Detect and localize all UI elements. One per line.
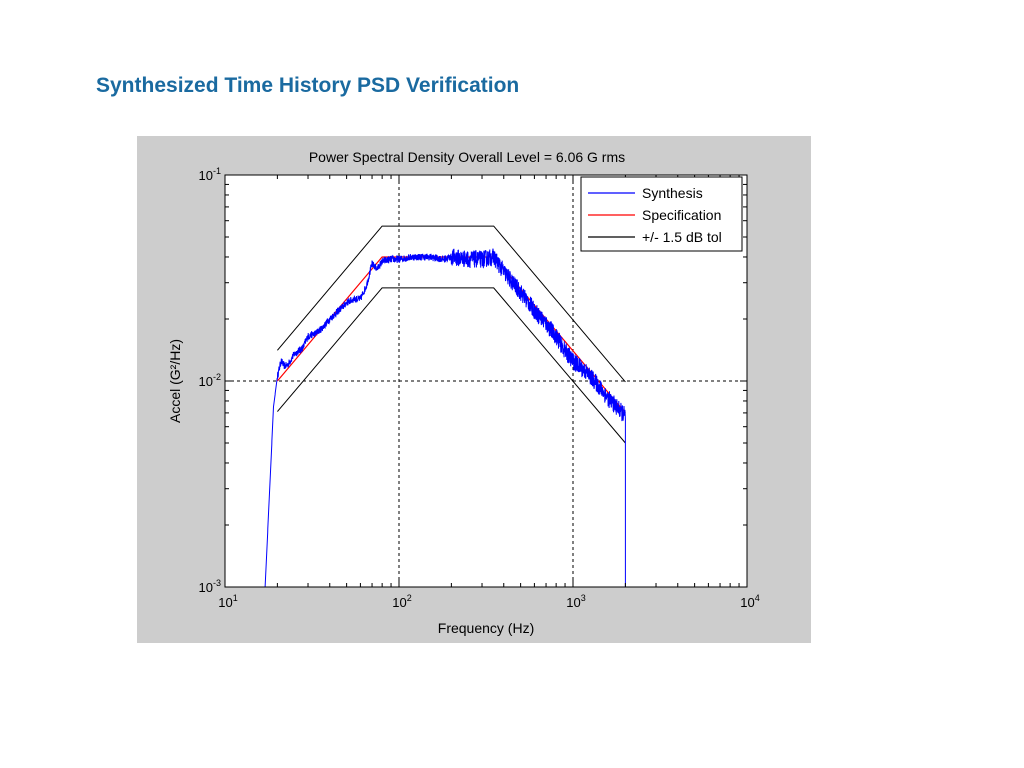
legend: Synthesis Specification +/- 1.5 dB tol	[580, 176, 743, 252]
x-tick-label: 101	[218, 593, 237, 610]
psd-chart: 101 102 103 104 10-3 10-2 10-1 Power Spectral …	[167, 149, 760, 636]
tolerance-line	[277, 287, 626, 444]
legend-box	[580, 176, 743, 252]
chart-title: Power Spectral Density Overall Level = 6…	[309, 149, 625, 165]
y-tick-label: 10-2	[199, 372, 221, 389]
series-lines	[264, 225, 626, 588]
y-tick-label: 10-3	[199, 578, 221, 595]
x-axis-label: Frequency (Hz)	[438, 620, 534, 636]
x-tick-label: 103	[566, 593, 585, 610]
x-tick-label: 102	[392, 593, 411, 610]
chart-figure: 101 102 103 104 10-3 10-2 10-1 Power Spectral …	[137, 136, 811, 643]
axis-ticks: 101 102 103 104 10-3 10-2 10-1	[199, 166, 760, 610]
legend-label-specification: Specification	[642, 207, 721, 223]
y-tick-label: 10-1	[199, 166, 221, 183]
legend-label-synthesis: Synthesis	[642, 185, 703, 201]
synthesis-line	[264, 248, 626, 588]
tolerance-line	[277, 225, 626, 383]
legend-label-tolerance: +/- 1.5 dB tol	[642, 229, 722, 245]
y-axis-label: Accel (G²/Hz)	[167, 339, 183, 423]
slide-title: Synthesized Time History PSD Verificatio…	[96, 74, 520, 97]
x-tick-label: 104	[740, 593, 759, 610]
